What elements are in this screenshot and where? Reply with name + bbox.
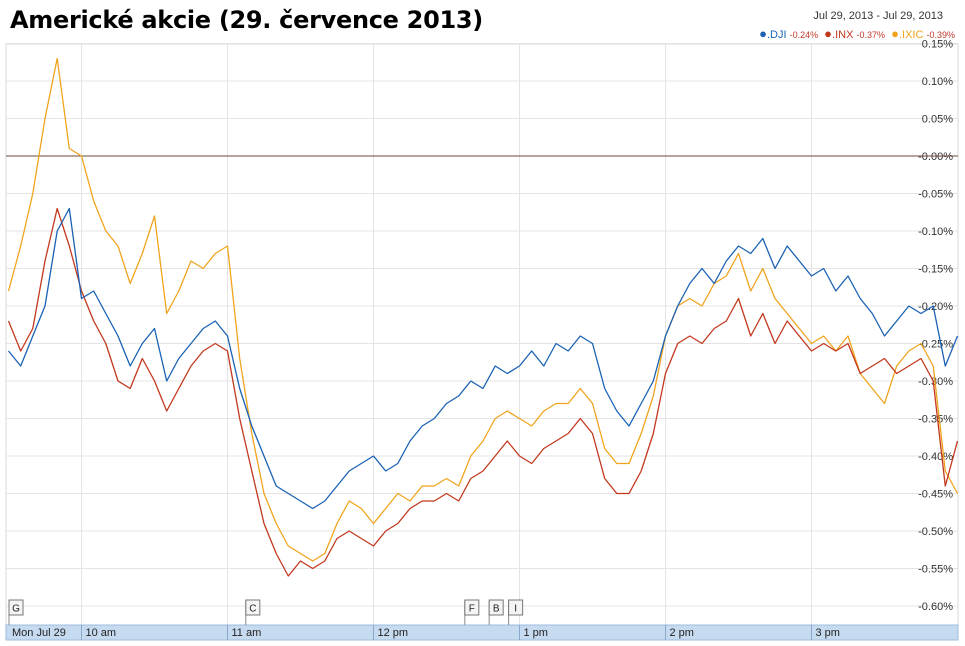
x-tick-label: Mon Jul 29 (12, 627, 66, 639)
date-range: Jul 29, 2013 - Jul 29, 2013 (813, 10, 943, 22)
y-tick-label: 0.05% (922, 114, 953, 126)
legend-change: -0.39% (926, 30, 955, 40)
y-tick-label: -0.55% (918, 564, 953, 576)
event-flag-label: F (469, 604, 475, 615)
legend: ●.DJI -0.24% ●.INX -0.37% ●.IXIC -0.39% (756, 26, 955, 41)
x-axis-bar (5, 624, 959, 641)
legend-change: -0.37% (856, 30, 886, 40)
series-line-dji (7, 207, 959, 510)
series-line-ixic (7, 57, 959, 562)
y-tick-label: -0.20% (918, 301, 953, 313)
legend-item-dji[interactable]: ●.DJI -0.24% (759, 26, 821, 41)
y-tick-label: -0.50% (918, 526, 953, 538)
x-tick-label: 2 pm (670, 627, 694, 639)
x-tick-label: 11 am (232, 627, 262, 639)
x-tick-label: 1 pm (524, 627, 548, 639)
legend-change: -0.24% (789, 30, 819, 40)
event-flag-label: B (493, 604, 500, 615)
legend-symbol: .INX (832, 29, 854, 41)
y-tick-label: -0.15% (918, 264, 953, 276)
event-flag-box (245, 599, 261, 616)
y-tick-label: -0.40% (918, 451, 953, 463)
event-flag-box (508, 599, 524, 616)
event-flag-b: B (488, 599, 504, 625)
event-flag-g: G (8, 599, 24, 625)
event-flag-box (488, 599, 504, 616)
legend-item-inx[interactable]: ●.INX -0.37% (824, 26, 888, 41)
legend-item-ixic[interactable]: ●.IXIC -0.39% (891, 26, 955, 41)
y-tick-label: 0.10% (922, 76, 953, 88)
event-flag-i: I (508, 599, 524, 625)
y-tick-label: -0.45% (918, 489, 953, 501)
chart-title: Americké akcie (29. července 2013) (10, 6, 483, 34)
event-flag-label: G (12, 604, 20, 615)
legend-symbol: .DJI (766, 29, 787, 41)
plot-area (5, 43, 959, 626)
inx-dot-icon: ● (824, 26, 833, 41)
event-flag-label: I (514, 604, 517, 615)
y-tick-label: -0.35% (918, 414, 953, 426)
event-flag-label: C (249, 604, 256, 615)
x-tick-label: 10 am (86, 627, 117, 639)
y-tick-label: 0.15% (922, 39, 953, 51)
event-flag-c: C (245, 599, 261, 625)
x-tick-label: 3 pm (816, 627, 840, 639)
y-tick-label: -0.10% (918, 226, 953, 238)
event-flag-box (464, 599, 480, 616)
y-tick-label: -0.05% (918, 189, 953, 201)
y-tick-label: -0.00% (918, 151, 953, 163)
y-tick-label: -0.60% (918, 601, 953, 613)
y-tick-label: -0.25% (918, 339, 953, 351)
dji-dot-icon: ● (759, 26, 767, 41)
x-tick-label: 12 pm (378, 627, 409, 639)
legend-symbol: .IXIC (898, 29, 924, 41)
event-flag-f: F (464, 599, 480, 625)
series-line-inx (7, 207, 959, 577)
ixic-dot-icon: ● (891, 26, 899, 41)
event-flag-box (8, 599, 24, 616)
